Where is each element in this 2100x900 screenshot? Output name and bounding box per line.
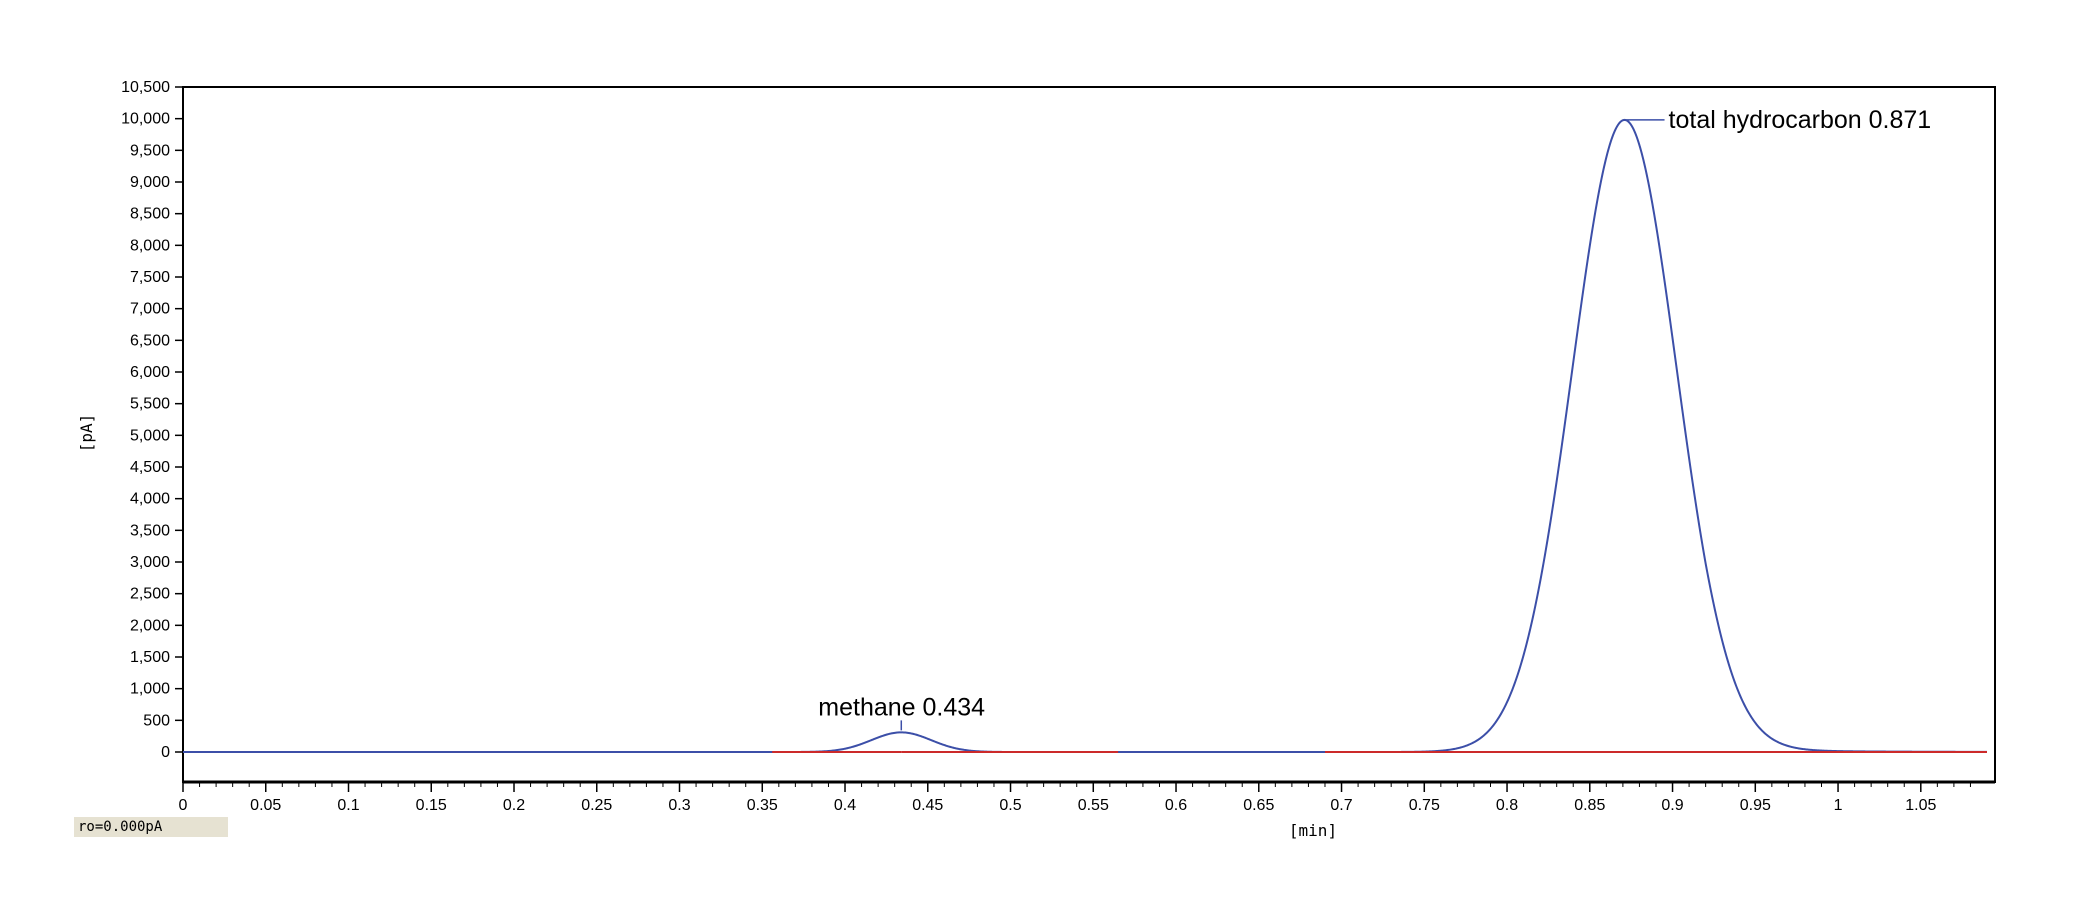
x-axis-title: [min]	[1289, 821, 1337, 840]
x-tick-label: 0.4	[834, 797, 856, 814]
y-tick-label: 7,000	[130, 301, 170, 318]
y-tick-label: 3,500	[130, 522, 170, 539]
x-tick-label: 0.6	[1165, 797, 1187, 814]
y-tick-label: 10,000	[121, 111, 170, 128]
y-tick-label: 8,000	[130, 237, 170, 254]
y-tick-label: 1,500	[130, 649, 170, 666]
chromatogram-trace	[183, 118, 1987, 753]
x-tick-label: 0.55	[1078, 797, 1109, 814]
plot-frame	[182, 86, 1996, 783]
x-tick-label: 0.25	[581, 797, 612, 814]
y-tick-label: 2,500	[130, 586, 170, 603]
x-tick-label: 1	[1834, 797, 1843, 814]
y-tick-label: 10,500	[121, 79, 170, 96]
peak-label: methane 0.434	[818, 693, 985, 721]
x-tick-label: 0.45	[912, 797, 943, 814]
x-tick-label: 0.3	[668, 797, 690, 814]
x-tick-label: 0.9	[1661, 797, 1683, 814]
status-readout: ro=0.000pA	[74, 817, 228, 837]
y-tick-label: 5,500	[130, 396, 170, 413]
x-tick-label: 0.85	[1574, 797, 1605, 814]
y-tick-label: 4,000	[130, 491, 170, 508]
x-tick-label: 0	[179, 797, 188, 814]
x-tick-label: 0.2	[503, 797, 525, 814]
y-tick-label: 5,000	[130, 427, 170, 444]
y-tick-label: 6,000	[130, 364, 170, 381]
y-axis-ticks: 0 500 1,000 1,500 2,000 2,500 3,000 3,500 4,000 4…	[121, 79, 183, 761]
series-layer	[183, 118, 1987, 753]
peak-label: total hydrocarbon 0.871	[1669, 106, 1932, 134]
y-tick-label: 7,500	[130, 269, 170, 286]
x-tick-label: 0.65	[1243, 797, 1274, 814]
x-tick-label: 0.15	[416, 797, 447, 814]
y-tick-label: 0	[161, 744, 170, 761]
x-tick-label: 0.7	[1330, 797, 1352, 814]
y-axis-title: [pA]	[77, 414, 96, 453]
annotation-layer: methane 0.434 total hydrocarbon 0.871	[818, 106, 1932, 731]
y-tick-label: 9,000	[130, 174, 170, 191]
y-tick-label: 4,500	[130, 459, 170, 476]
x-tick-label: 0.35	[747, 797, 778, 814]
y-tick-label: 2,000	[130, 617, 170, 634]
y-tick-label: 6,500	[130, 332, 170, 349]
y-tick-label: 1,000	[130, 681, 170, 698]
x-tick-label: 0.05	[250, 797, 281, 814]
x-tick-label: 0.95	[1740, 797, 1771, 814]
x-tick-label: 0.1	[337, 797, 359, 814]
y-tick-label: 500	[143, 712, 170, 729]
y-tick-label: 3,000	[130, 554, 170, 571]
x-tick-label: 0.8	[1496, 797, 1518, 814]
x-tick-label: 0.75	[1409, 797, 1440, 814]
x-axis-ticks: 0 0.05 0.1 0.15 0.2 0.25 0.3 0.35 0.4 0.45 0.5 0.55…	[179, 782, 1971, 814]
y-tick-label: 8,500	[130, 206, 170, 223]
x-tick-label: 1.05	[1905, 797, 1936, 814]
x-tick-label: 0.5	[999, 797, 1021, 814]
y-tick-label: 9,500	[130, 142, 170, 159]
